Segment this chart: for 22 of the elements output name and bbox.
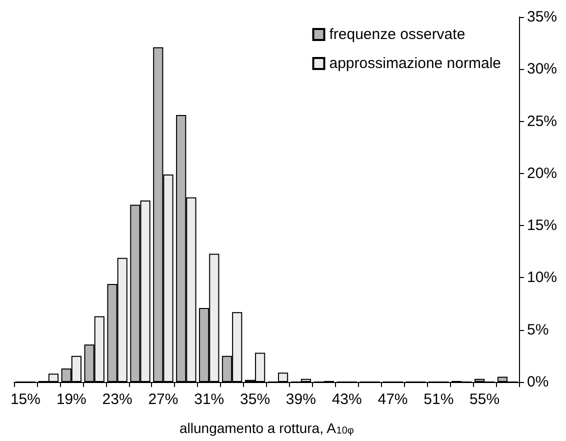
legend-label: approssimazione normale [329, 55, 502, 72]
y-tick-label: 5% [527, 321, 549, 338]
x-tick-label: 31% [194, 391, 224, 408]
x-tick-label: 39% [286, 391, 316, 408]
x-axis-title: allungamento a rottura, A10φ [179, 420, 354, 436]
y-tick-label: 25% [527, 112, 558, 130]
x-tick-label: 55% [470, 391, 500, 408]
y-tick-label: 10% [527, 269, 558, 286]
x-tick-label: 51% [424, 391, 454, 408]
x-tick-label: 43% [332, 391, 362, 408]
y-tick-label: 35% [527, 8, 558, 26]
y-tick-label: 0% [527, 374, 549, 390]
x-tick-label: 27% [148, 391, 178, 408]
x-tick-label: 35% [240, 391, 270, 408]
y-tick-label: 15% [527, 217, 558, 234]
x-tick-label: 15% [10, 391, 40, 408]
x-tick-label: 19% [56, 391, 86, 408]
y-tick-label: 20% [527, 164, 558, 182]
y-tick-label: 30% [527, 60, 558, 78]
x-tick-label: 23% [102, 391, 132, 408]
legend-label: frequenze osservate [329, 26, 466, 43]
x-tick-label: 47% [378, 391, 408, 408]
